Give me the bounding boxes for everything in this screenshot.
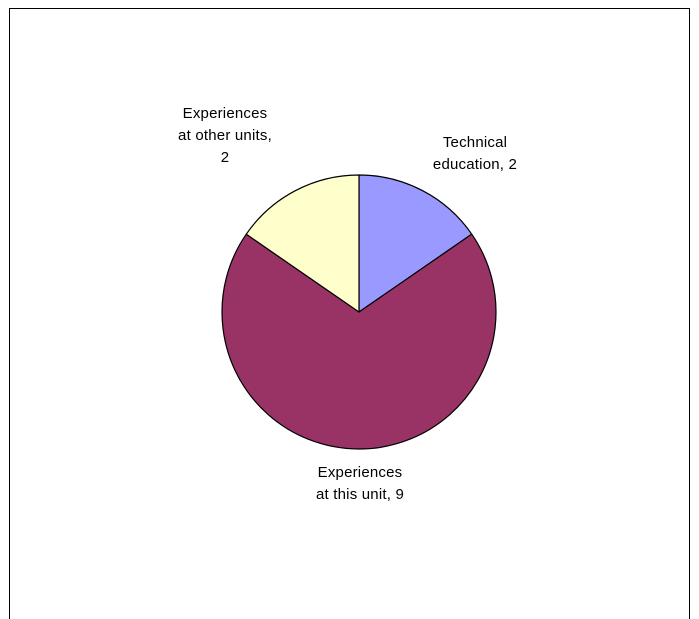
pie-slice-experiences-at-this-unit — [221, 233, 497, 450]
slice-label-experiences-other-units: Experiences at other units, 2 — [178, 105, 272, 166]
slice-label-technical-education: Technical education, 2 — [432, 134, 518, 173]
slice-label-experiences-this-unit: Experiences at this unit, 9 — [315, 464, 405, 503]
pie-slice-technical-education — [358, 174, 473, 313]
pie-slice-experiences-at-other-units — [245, 174, 360, 313]
